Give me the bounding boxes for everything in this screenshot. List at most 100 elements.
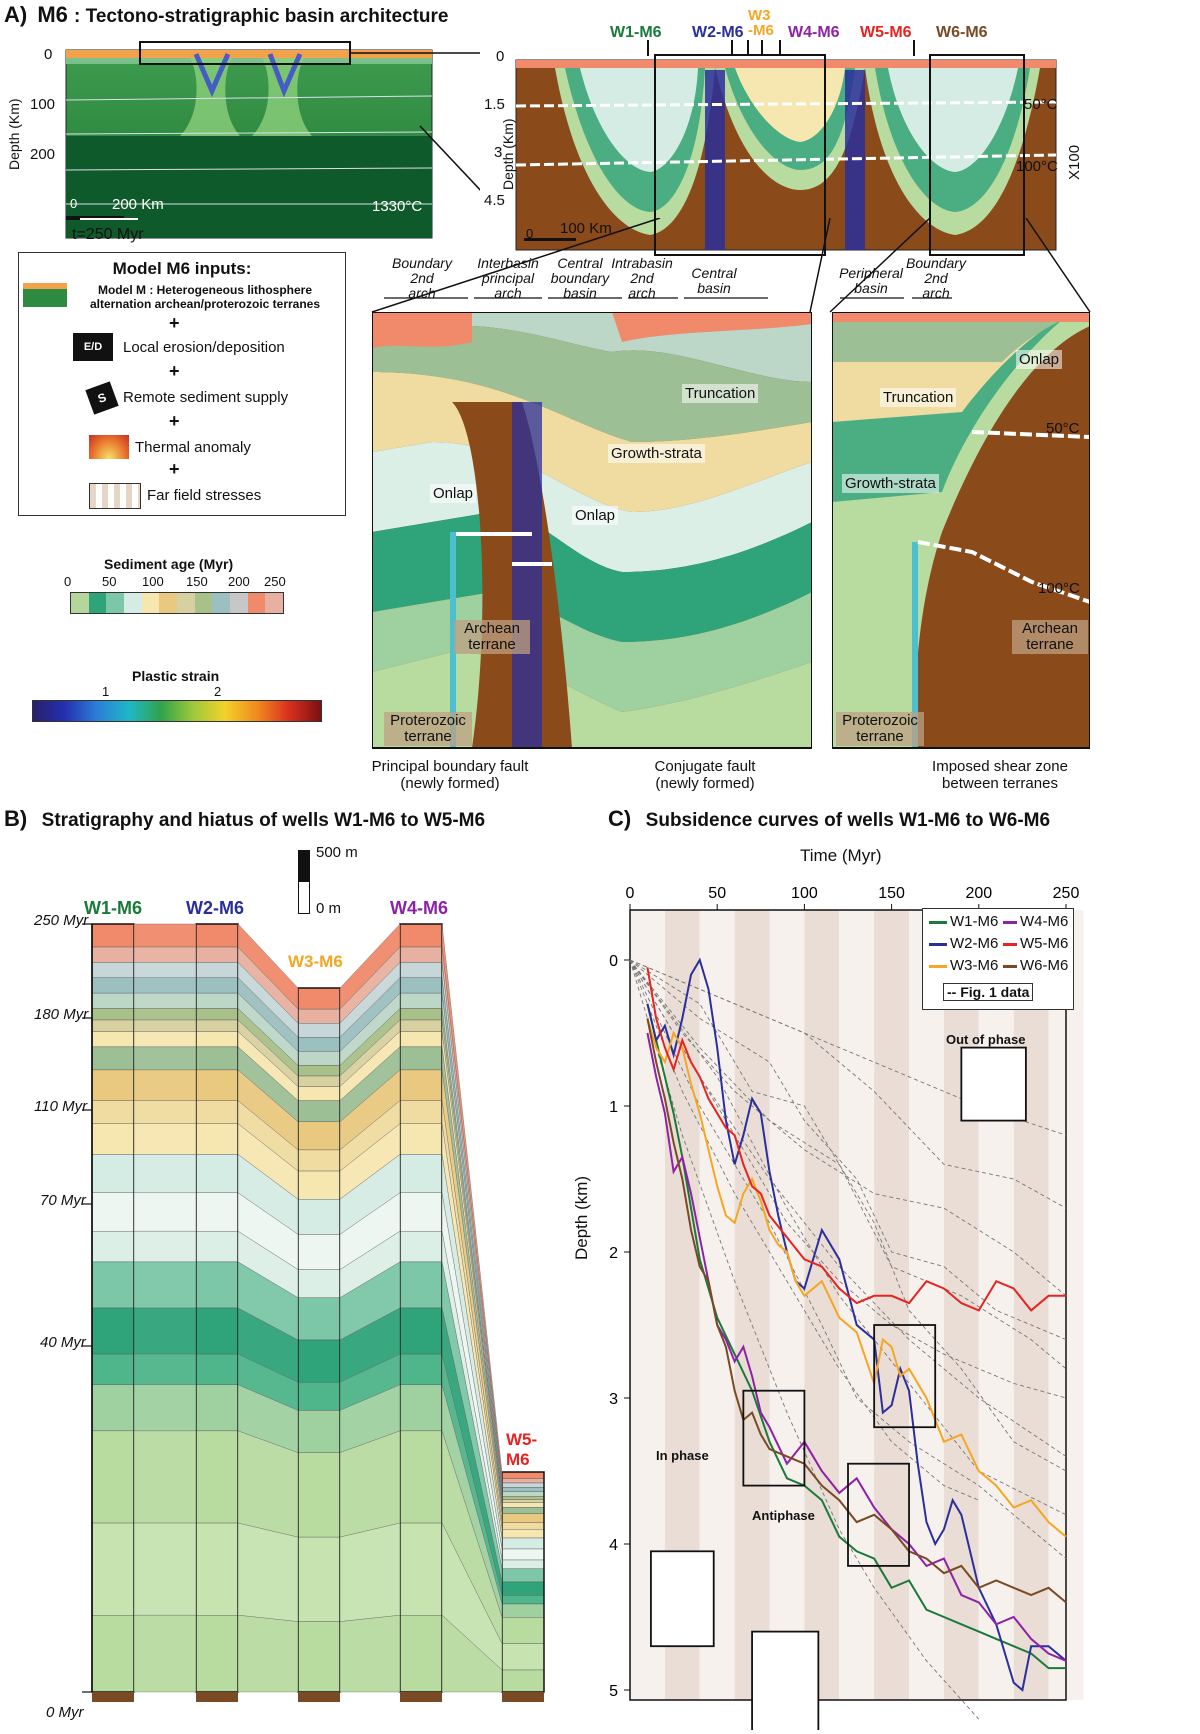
panel-c-title: Subsidence curves of wells W1-M6 to W6-M… (645, 810, 1051, 831)
fig1-reference-line-5 (629, 959, 1067, 1472)
correlation-3-20 (339, 1522, 401, 1622)
well-4-layer-8 (399, 1046, 443, 1071)
well-1-layer-9 (91, 1069, 135, 1101)
well-1-layer-6 (91, 1019, 135, 1032)
age-label-0: 0 Myr (46, 1704, 84, 1721)
well-5-layer-7 (501, 1502, 545, 1508)
proterozoic-terrane-label-2: Proterozoic terrane (836, 712, 924, 746)
well-1-layer-0 (91, 923, 135, 948)
panel-a-title: : Tectono-stratigraphic basin architectu… (74, 6, 449, 27)
well-3-layer-16 (297, 1339, 341, 1383)
well-b-w2-label: W2-M6 (186, 898, 244, 918)
scale-top-label: 500 m (316, 844, 358, 861)
left-tick-100: 100 (30, 96, 56, 113)
left-isotherm: 1330°C (372, 198, 423, 215)
well-2-layer-21 (195, 1615, 239, 1693)
truncation-label-1: Truncation (682, 384, 759, 403)
lithosphere-icon (23, 283, 67, 307)
y-tick-label-3: 3 (609, 1391, 618, 1408)
input-item-4: Thermal anomaly (135, 439, 251, 456)
y-tick-label-5: 5 (609, 1683, 618, 1700)
legend-w5: W5-M6 (1003, 935, 1068, 952)
well-3-layer-6 (297, 1075, 341, 1087)
sed-tick-200: 200 (228, 574, 250, 589)
c-xlabel: Time (Myr) (800, 846, 882, 865)
well-1-layer-16 (91, 1307, 135, 1355)
well-5-layer-3 (501, 1487, 545, 1493)
time-label: t=250 Myr (72, 226, 144, 243)
well-2-layer-19 (195, 1430, 239, 1524)
sediment-color-0 (71, 593, 89, 613)
well-b-w5-label: W5- M6 (506, 1430, 538, 1469)
erosion-deposition-icon: E/D (73, 333, 113, 361)
well-b-w1-label: W1-M6 (84, 898, 142, 918)
zoom-tick-1.5: 1.5 (484, 96, 505, 113)
well-2-layer-9 (195, 1069, 239, 1101)
annot-out-of-phase: Out of phase (946, 1032, 1026, 1047)
model-inputs-box: Model M6 inputs: Model M : Heterogeneous… (18, 252, 346, 516)
well-2-layer-13 (195, 1192, 239, 1232)
plus-3: + (169, 411, 180, 431)
stress-stripe-9 (943, 910, 979, 1700)
well-4-layer-14 (399, 1231, 443, 1263)
well-w2-label: W2-M6 (692, 24, 744, 41)
sediment-legend-title: Sediment age (Myr) (104, 556, 234, 572)
well-3-layer-17 (297, 1382, 341, 1411)
out-of-phase-inset (960, 1046, 1027, 1122)
legend-w6: W6-M6 (1003, 957, 1068, 974)
well-4-layer-5 (399, 1008, 443, 1021)
label-peripheral-basin: Peripheral basin (839, 265, 903, 296)
well-w1-label: W1-M6 (610, 24, 662, 41)
well-5-layer-4 (501, 1491, 545, 1497)
well-4-layer-17 (399, 1353, 443, 1386)
y-tick-label-0: 0 (609, 953, 618, 970)
well-3-layer-9 (297, 1121, 341, 1151)
well-4-layer-20 (399, 1522, 443, 1616)
well-4-layer-16 (399, 1307, 443, 1355)
subsidence-line-w1-m6 (646, 1003, 1066, 1670)
well-5-layer-17 (501, 1595, 545, 1605)
truncation-label-2: Truncation (880, 388, 957, 407)
zoom-section (515, 40, 1057, 256)
sed-tick-50: 50 (102, 574, 117, 589)
well-1-layer-14 (91, 1231, 135, 1263)
plot-frame (629, 909, 1067, 1701)
plus-2: + (169, 361, 180, 381)
well-5-layer-2 (501, 1482, 545, 1488)
left-tick-0: 0 (44, 46, 53, 63)
legend-w3: W3-M6 (929, 957, 998, 974)
x-tick-label-50: 50 (708, 885, 726, 902)
archean-terrane-label-1: Archean terrane (454, 620, 530, 654)
well-4-layer-7 (399, 1031, 443, 1048)
plus-4: + (169, 459, 180, 479)
well-4-layer-0 (399, 923, 443, 948)
panel-a-letter: A) (4, 2, 28, 27)
well-2-layer-1 (195, 946, 239, 963)
zoom-tick-4.5: 4.5 (484, 192, 505, 209)
correlation-1-6 (133, 1019, 197, 1032)
correlation-1-10 (133, 1100, 197, 1124)
zoom-tick-3: 3 (494, 144, 503, 161)
well-5-layer-15 (501, 1568, 545, 1583)
sediment-color-10 (247, 593, 266, 613)
well-5-layer-14 (501, 1559, 545, 1570)
input-item-3: Remote sediment supply (123, 389, 289, 406)
correlation-4-21 (441, 1614, 503, 1693)
sediment-color-3 (124, 593, 142, 613)
left-scale-bar: 200 Km (112, 196, 164, 213)
detail-isotherm-50: 50°C (1046, 420, 1080, 437)
input-item-2: Local erosion/deposition (123, 339, 285, 356)
panel-c-header: C) Subsidence curves of wells W1-M6 to W… (608, 806, 1050, 832)
correlation-2-20 (237, 1522, 299, 1622)
fig1-reference-line-11 (629, 959, 1067, 1370)
well-5-layer-10 (501, 1522, 545, 1530)
well-2-layer-12 (195, 1154, 239, 1193)
correlation-1-17 (133, 1353, 197, 1385)
well-2-layer-7 (195, 1031, 239, 1048)
zoom-connectors (371, 218, 1091, 313)
well-1-layer-15 (91, 1261, 135, 1309)
proterozoic-terrane-label-1: Proterozoic terrane (384, 712, 472, 746)
arch-extent-arrows (384, 297, 952, 299)
panel-a-header: A) M6 : Tectono-stratigraphic basin arch… (4, 2, 448, 28)
correlation-1-1 (133, 946, 197, 963)
